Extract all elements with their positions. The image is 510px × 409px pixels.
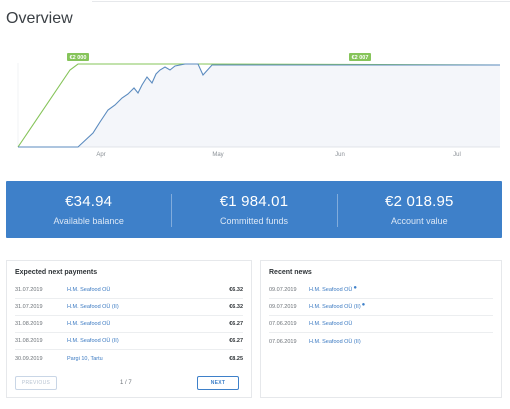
payment-amount: €6.32 [229,304,243,310]
unread-dot-icon: ● [353,285,358,291]
x-tick-jun: Jun [335,152,345,158]
payment-borrower-link[interactable]: Pargi 10, Tartu [67,355,103,362]
payment-borrower-link[interactable]: H.M. Seafood OÜ (II) [67,338,119,344]
chart-flag-2: €2 007 [349,53,371,61]
chart-area-fill [78,64,500,147]
chart-svg: €2 000 €2 007 Apr May Jun Jul [17,53,501,158]
news-row[interactable]: 09.07.2019 H.M. Seafood OÜ (II)● [269,299,493,316]
expected-payments-panel: Expected next payments 31.07.2019 H.M. S… [6,260,252,398]
payment-borrower-link[interactable]: H.M. Seafood OÜ [67,287,111,293]
payment-row[interactable]: 31.07.2019 H.M. Seafood OÜ €6.32 [15,282,243,299]
account-value-label: Account value [391,216,448,226]
page-title: Overview [6,10,73,27]
news-title[interactable]: H.M. Seafood OÜ [309,321,353,327]
news-row[interactable]: 07.06.2019 H.M. Seafood OÜ [269,316,493,333]
news-link[interactable]: H.M. Seafood OÜ● [309,285,493,293]
x-tick-apr: Apr [96,152,105,158]
x-tick-jul: Jul [453,152,461,158]
news-title[interactable]: H.M. Seafood OÜ (II) [309,304,361,310]
payment-date: 30.09.2019 [15,355,43,362]
pagination-indicator: 1 / 7 [120,380,132,386]
payment-row[interactable]: 30.09.2019 Pargi 10, Tartu €8.25 [15,350,243,367]
payment-amount: €6.27 [229,338,243,344]
payment-amount: €6.27 [229,321,243,327]
news-title[interactable]: H.M. Seafood OÜ (II) [309,338,361,345]
payment-date: 31.08.2019 [15,321,43,327]
expected-payments-title: Expected next payments [15,269,98,276]
series-deposits-line [17,63,501,148]
payment-row[interactable]: 31.08.2019 H.M. Seafood OÜ (II) €6.27 [15,333,243,350]
committed-funds-label: Committed funds [219,216,288,226]
news-title[interactable]: H.M. Seafood OÜ [309,287,353,293]
news-link[interactable]: H.M. Seafood OÜ [309,321,493,327]
available-balance-value: €34.94 [65,193,113,210]
account-value-value: €2 018.95 [385,193,454,210]
chart-flag-1: €2 000 [67,53,89,61]
payment-amount: €6.32 [229,287,243,293]
payment-borrower-link[interactable]: H.M. Seafood OÜ [67,321,111,327]
committed-funds: €1 984.01 Committed funds [171,181,336,238]
unread-dot-icon: ● [361,302,366,308]
payment-date: 31.08.2019 [15,338,43,344]
news-row[interactable]: 07.06.2019 H.M. Seafood OÜ (II) [269,333,493,350]
recent-news-title: Recent news [269,269,312,276]
news-link[interactable]: H.M. Seafood OÜ (II)● [309,302,493,310]
payment-borrower-link[interactable]: H.M. Seafood OÜ (II) [67,304,119,310]
recent-news-panel: Recent news 09.07.2019 H.M. Seafood OÜ● … [260,260,502,398]
chart-flag-1-text: €2 000 [70,55,87,61]
available-balance-label: Available balance [53,216,124,226]
available-balance: €34.94 Available balance [6,181,171,238]
payment-amount: €8.25 [229,355,243,362]
payment-row[interactable]: 31.07.2019 H.M. Seafood OÜ (II) €6.32 [15,299,243,316]
account-value: €2 018.95 Account value [336,181,502,238]
payment-date: 31.07.2019 [15,304,43,310]
news-date: 09.07.2019 [269,287,297,293]
x-tick-may: May [212,152,223,158]
next-button[interactable]: NEXT [197,376,239,390]
payment-date: 31.07.2019 [15,287,43,293]
news-row[interactable]: 09.07.2019 H.M. Seafood OÜ● [269,282,493,299]
account-summary: €34.94 Available balance €1 984.01 Commi… [6,181,502,238]
series-account-value-line [18,63,500,148]
chart-flag-2-text: €2 007 [352,55,369,61]
news-link[interactable]: H.M. Seafood OÜ (II) [309,339,493,345]
news-date: 07.06.2019 [269,321,297,327]
committed-funds-value: €1 984.01 [219,193,289,210]
payment-row[interactable]: 31.08.2019 H.M. Seafood OÜ €6.27 [15,316,243,333]
previous-button[interactable]: PREVIOUS [15,376,57,390]
portfolio-chart: €2 000 €2 007 Apr May Jun Jul [0,48,510,163]
news-date: 07.06.2019 [269,338,297,345]
top-divider [92,1,510,2]
news-date: 09.07.2019 [269,304,297,310]
